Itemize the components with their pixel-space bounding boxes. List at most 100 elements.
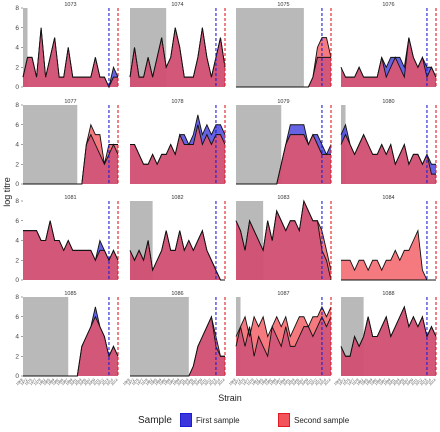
- x-tick-label: 2001: [283, 378, 291, 386]
- y-tick-label-8: 8: [15, 198, 19, 205]
- x-tick-label: 2003: [287, 378, 295, 386]
- panel-title-1084: 1084: [382, 195, 394, 201]
- panel-title-1085: 1085: [64, 291, 76, 297]
- x-tick-label: 1977: [347, 378, 355, 386]
- x-tick-label: 2013: [314, 378, 322, 386]
- second-sample-line-1076: [340, 37, 437, 79]
- x-tick-label: 1982: [356, 378, 364, 386]
- first-sample-line-1087: [235, 315, 332, 358]
- x-tick-label: 2009: [406, 378, 414, 386]
- x-tick-label: 2005: [186, 378, 194, 386]
- x-tick-label: 1985: [360, 378, 368, 386]
- x-tick-label: 1975: [237, 378, 245, 386]
- second-sample-area-1082: [130, 230, 225, 280]
- x-tick-label: 2007: [190, 378, 198, 386]
- x-tick-label: 2005: [397, 378, 405, 386]
- second-sample-area-1080: [341, 134, 436, 184]
- legend-key-second-sample: [278, 413, 290, 427]
- x-tick-label: 1992: [264, 378, 272, 386]
- panel-title-1088: 1088: [382, 291, 394, 297]
- second-sample-area-1083: [236, 201, 331, 280]
- y-tick-label-0: 0: [15, 373, 19, 380]
- shaded-region-1086: [130, 297, 189, 376]
- panel-title-1086: 1086: [171, 291, 183, 297]
- x-tick-label: 1995: [56, 378, 64, 386]
- x-tick-label: 1979: [33, 378, 41, 386]
- y-tick-label-8: 8: [15, 5, 19, 12]
- second-sample-line-1083: [235, 199, 332, 271]
- second-sample-area-1074: [130, 27, 225, 87]
- second-sample-line-1082: [129, 229, 225, 281]
- y-tick-label-8: 8: [15, 294, 19, 301]
- x-tick-label: 1997: [273, 378, 281, 386]
- x-tick-label: 2001: [388, 378, 396, 386]
- second-sample-line-1074: [129, 27, 226, 78]
- legend-title: Sample: [138, 415, 172, 426]
- x-tick-label: 2011: [305, 378, 313, 386]
- legend: Sample First sample Second sample: [138, 412, 428, 430]
- x-tick-label: 1975: [342, 378, 350, 386]
- y-tick-label-0: 0: [15, 277, 19, 284]
- x-tick-label: 2001: [70, 378, 78, 386]
- x-tick-label: 1982: [145, 378, 153, 386]
- y-tick-label-2: 2: [15, 353, 19, 360]
- x-tick-label: 1977: [242, 378, 250, 386]
- panel-title-1078: 1078: [171, 99, 183, 105]
- x-tick-label: 2007: [401, 378, 409, 386]
- second-sample-area-1084: [341, 230, 436, 280]
- x-axis-title: Strain: [218, 393, 242, 403]
- x-tick-label: 1999: [65, 378, 73, 386]
- x-tick-label: 1989: [260, 378, 268, 386]
- x-tick-label: 2007: [296, 378, 304, 386]
- x-tick-label: 2014: [106, 378, 114, 386]
- x-tick-label: 1992: [51, 378, 59, 386]
- shaded-region-1085: [23, 297, 69, 376]
- second-sample-line-1080: [340, 133, 436, 175]
- second-sample-line-1087: [235, 305, 332, 338]
- x-tick-label: 2013: [208, 378, 216, 386]
- panel-title-1080: 1080: [382, 99, 394, 105]
- x-tick-label: 1989: [47, 378, 55, 386]
- panel-title-1082: 1082: [171, 195, 183, 201]
- second-sample-area-1086: [130, 316, 225, 376]
- x-tick-label: 1989: [365, 378, 373, 386]
- y-tick-label-2: 2: [15, 257, 19, 264]
- x-tick-label: 2011: [199, 378, 207, 386]
- x-tick-label: 1985: [149, 378, 157, 386]
- x-tick-label: 1995: [269, 378, 277, 386]
- x-tick-label: 2005: [79, 378, 87, 386]
- second-sample-area-1073: [23, 27, 118, 87]
- x-tick-label: 2003: [74, 378, 82, 386]
- second-sample-area-1088: [341, 306, 436, 376]
- x-tick-label: 2011: [410, 378, 418, 386]
- x-tick-label: 1977: [136, 378, 144, 386]
- x-tick-label: 2009: [195, 378, 203, 386]
- legend-key-first-sample: [180, 413, 192, 427]
- y-axis-title: log titre: [2, 177, 12, 207]
- x-tick-label: 1997: [167, 378, 175, 386]
- y-tick-label-2: 2: [15, 64, 19, 71]
- x-tick-label: 2009: [301, 378, 309, 386]
- panel-title-1073: 1073: [64, 2, 76, 8]
- panel-title-1079: 1079: [277, 99, 289, 105]
- shaded-region-1079: [236, 105, 282, 184]
- panel-title-1083: 1083: [277, 195, 289, 201]
- x-tick-label: 1992: [158, 378, 166, 386]
- x-tick-label: 1968: [228, 378, 236, 386]
- panel-title-1075: 1075: [277, 2, 289, 8]
- x-tick-label: 2014: [110, 378, 118, 386]
- y-tick-label-4: 4: [15, 334, 19, 341]
- x-tick-label: 2014: [323, 378, 331, 386]
- x-tick-label: 1979: [351, 378, 359, 386]
- x-tick-label: 1972: [233, 378, 241, 386]
- x-tick-label: 1968: [122, 378, 130, 386]
- y-tick-label-6: 6: [15, 314, 19, 321]
- x-tick-label: 1979: [246, 378, 254, 386]
- x-tick-label: 2012: [310, 378, 318, 386]
- second-sample-area-1076: [341, 37, 436, 87]
- x-tick-label: 2014: [213, 378, 221, 386]
- panel-title-1087: 1087: [277, 291, 289, 297]
- second-sample-area-1079: [236, 134, 331, 184]
- second-sample-line-1075: [236, 37, 332, 88]
